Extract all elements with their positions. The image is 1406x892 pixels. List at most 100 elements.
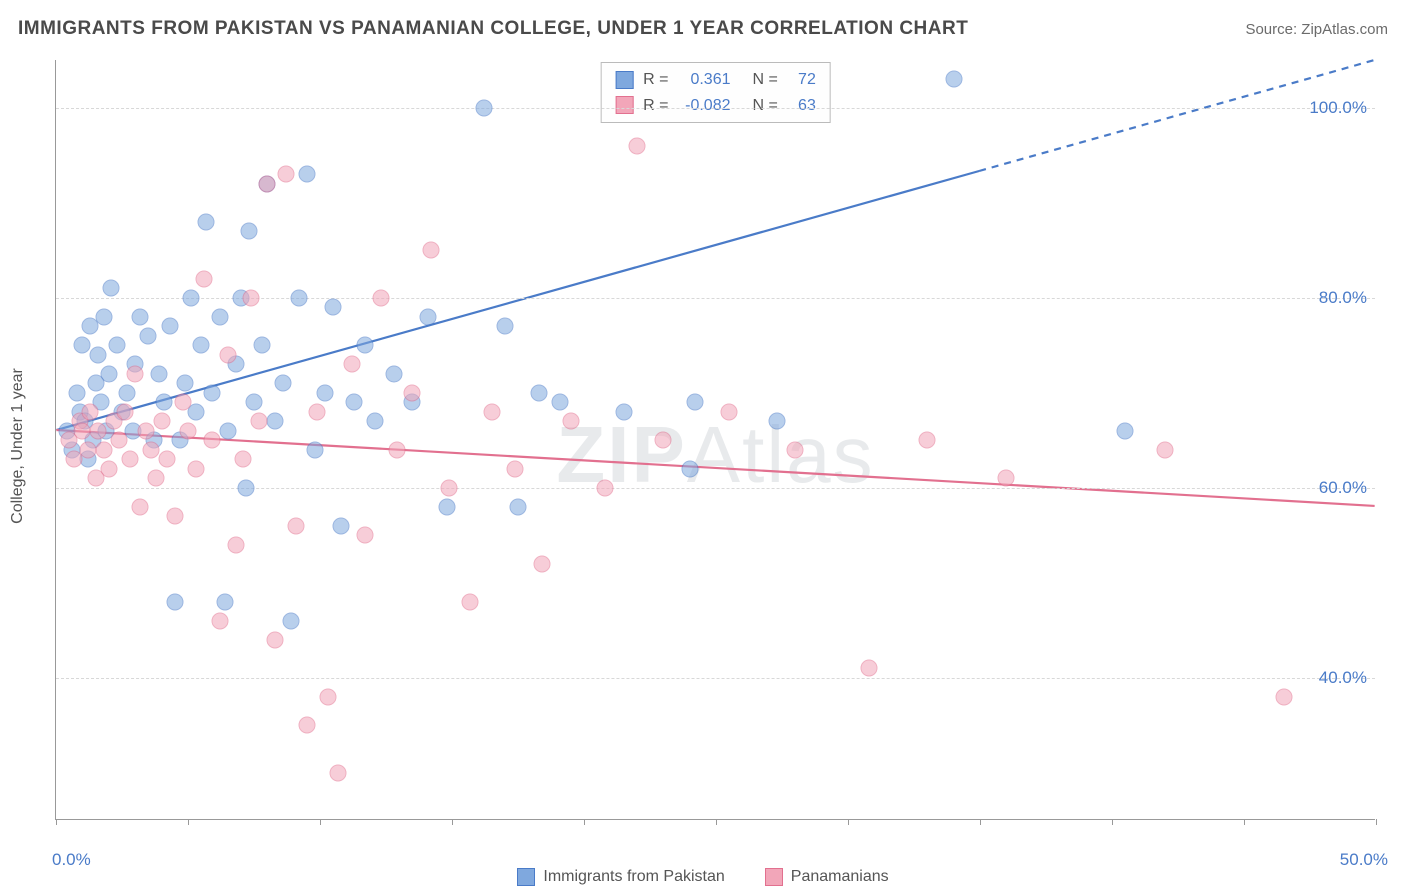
data-point — [90, 346, 107, 363]
data-point — [288, 517, 305, 534]
data-point — [615, 403, 632, 420]
data-point — [100, 460, 117, 477]
series-name: Immigrants from Pakistan — [543, 868, 724, 886]
data-point — [74, 422, 91, 439]
data-point — [325, 299, 342, 316]
data-point — [127, 365, 144, 382]
data-point — [166, 593, 183, 610]
data-point — [462, 593, 479, 610]
data-point — [628, 137, 645, 154]
data-point — [562, 413, 579, 430]
data-point — [251, 413, 268, 430]
data-point — [74, 337, 91, 354]
data-point — [187, 460, 204, 477]
data-point — [166, 508, 183, 525]
y-tick-label: 40.0% — [1319, 668, 1367, 688]
x-tick — [584, 819, 585, 825]
data-point — [330, 764, 347, 781]
x-tick — [452, 819, 453, 825]
data-point — [507, 460, 524, 477]
data-point — [182, 289, 199, 306]
gridline — [56, 108, 1375, 109]
data-point — [388, 441, 405, 458]
data-point — [945, 71, 962, 88]
data-point — [108, 337, 125, 354]
x-tick — [320, 819, 321, 825]
trend-lines — [56, 60, 1375, 819]
data-point — [227, 536, 244, 553]
data-point — [298, 166, 315, 183]
data-point — [121, 451, 138, 468]
data-point — [158, 451, 175, 468]
data-point — [333, 517, 350, 534]
data-point — [150, 365, 167, 382]
data-point — [787, 441, 804, 458]
data-point — [203, 384, 220, 401]
data-point — [132, 308, 149, 325]
data-point — [148, 470, 165, 487]
data-point — [219, 422, 236, 439]
data-point — [686, 394, 703, 411]
data-point — [90, 422, 107, 439]
plot-area: ZIPAtlas R =0.361N =72R =-0.082N =63 40.… — [55, 60, 1375, 820]
data-point — [100, 365, 117, 382]
y-axis-label: College, Under 1 year — [9, 368, 27, 524]
data-point — [267, 631, 284, 648]
x-tick — [848, 819, 849, 825]
x-tick — [1376, 819, 1377, 825]
data-point — [496, 318, 513, 335]
legend-item: Panamanians — [765, 868, 889, 886]
data-point — [79, 441, 96, 458]
data-point — [69, 384, 86, 401]
data-point — [277, 166, 294, 183]
y-tick-label: 80.0% — [1319, 288, 1367, 308]
gridline — [56, 678, 1375, 679]
data-point — [246, 394, 263, 411]
data-point — [235, 451, 252, 468]
data-point — [156, 394, 173, 411]
data-point — [95, 441, 112, 458]
source-attribution: Source: ZipAtlas.com — [1245, 21, 1388, 38]
data-point — [356, 527, 373, 544]
data-point — [919, 432, 936, 449]
x-tick — [980, 819, 981, 825]
data-point — [438, 498, 455, 515]
data-point — [216, 593, 233, 610]
data-point — [267, 413, 284, 430]
data-point — [356, 337, 373, 354]
data-point — [82, 403, 99, 420]
data-point — [211, 308, 228, 325]
data-point — [198, 213, 215, 230]
data-point — [552, 394, 569, 411]
data-point — [282, 612, 299, 629]
data-point — [309, 403, 326, 420]
data-point — [1156, 441, 1173, 458]
data-point — [174, 394, 191, 411]
data-point — [1117, 422, 1134, 439]
data-point — [153, 413, 170, 430]
data-point — [111, 432, 128, 449]
data-point — [103, 280, 120, 297]
x-tick — [56, 819, 57, 825]
data-point — [531, 384, 548, 401]
data-point — [319, 688, 336, 705]
data-point — [161, 318, 178, 335]
data-point — [275, 375, 292, 392]
legend-swatch — [517, 868, 535, 886]
data-point — [306, 441, 323, 458]
data-point — [475, 99, 492, 116]
x-tick-label: 0.0% — [52, 850, 91, 870]
data-point — [998, 470, 1015, 487]
data-point — [681, 460, 698, 477]
data-point — [95, 308, 112, 325]
y-tick-label: 100.0% — [1309, 98, 1367, 118]
data-point — [119, 384, 136, 401]
series-name: Panamanians — [791, 868, 889, 886]
data-point — [219, 346, 236, 363]
data-point — [420, 308, 437, 325]
data-point — [597, 479, 614, 496]
x-tick — [188, 819, 189, 825]
data-point — [317, 384, 334, 401]
data-point — [385, 365, 402, 382]
data-point — [180, 422, 197, 439]
